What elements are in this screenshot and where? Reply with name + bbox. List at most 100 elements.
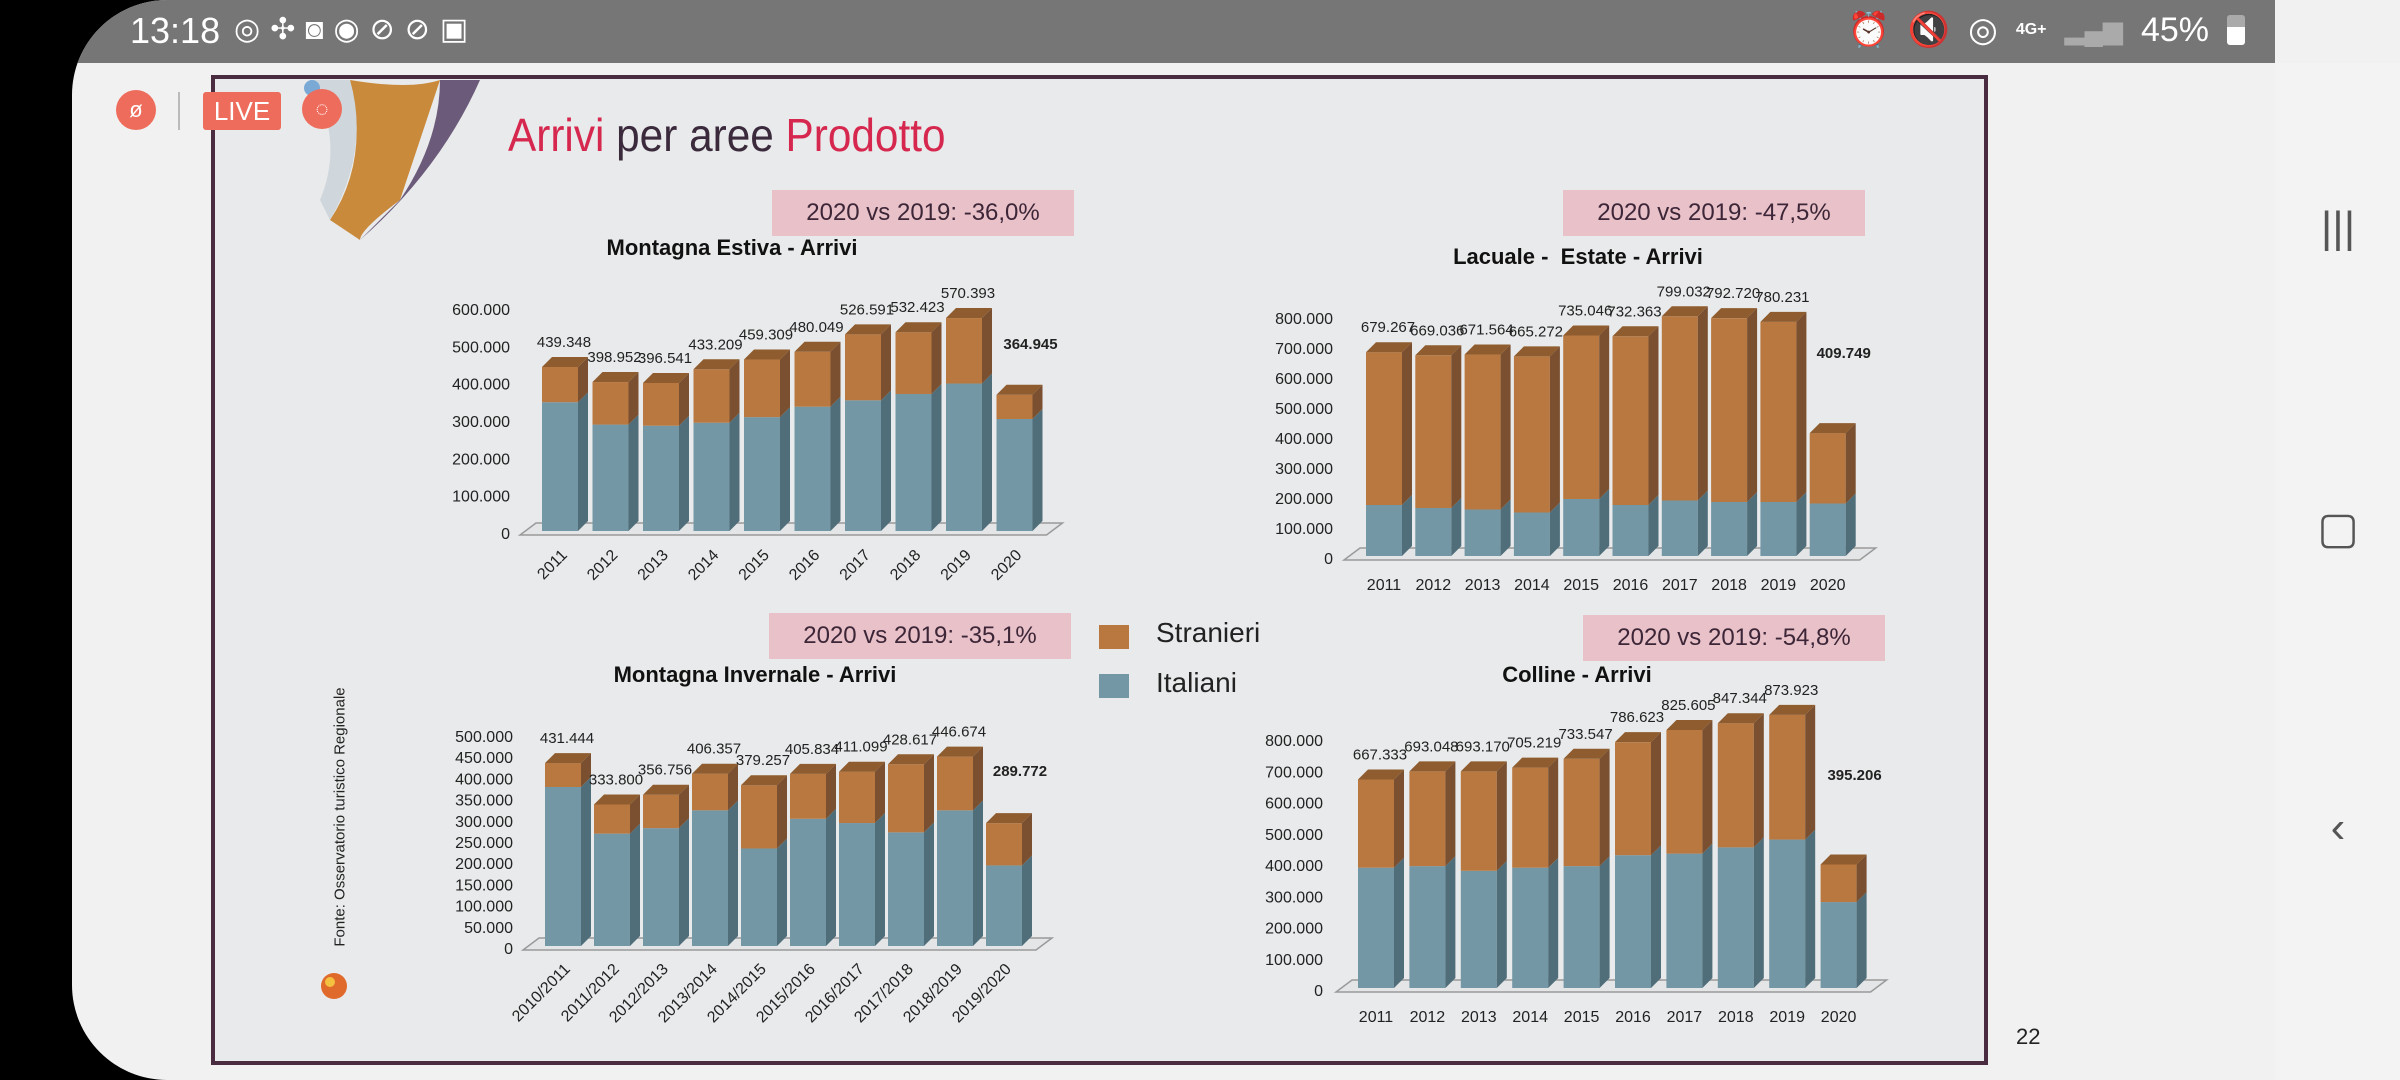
bar-stranieri [643,794,679,829]
bar-top [1760,311,1807,322]
x-tick-label: 2017 [1662,577,1698,594]
bar-top [1358,769,1404,780]
bar-side-stranieri [924,754,934,833]
hotspot-icon: ◎ [1968,11,1998,49]
refresh-button[interactable]: ◌ [302,89,342,129]
legend-swatch-stranieri [1099,625,1129,649]
bar-top [643,784,689,795]
bar-italiani [946,383,982,531]
whatsapp-icon: ◎ [234,13,271,46]
value-label: 395.206 [1827,767,1881,784]
change-badge-lacuale: 2020 vs 2019: -47,5% [1563,190,1865,236]
bar-side-italiani [1796,492,1807,556]
value-label: 693.170 [1456,738,1510,755]
bar-side-stranieri [982,308,992,384]
back-icon[interactable]: ‹ [2330,803,2346,852]
bar-stranieri [1563,335,1600,499]
bar-side-stranieri [780,349,790,418]
bar-top [895,322,942,333]
x-tick-label: 2011 [1367,577,1402,594]
bar-side-stranieri [728,763,738,811]
bar-stranieri [592,382,629,425]
y-tick-label: 500.000 [455,729,513,746]
bar-italiani [1464,509,1501,556]
bar-italiani [592,424,629,531]
bar-side-italiani [729,412,740,531]
bar-side-stranieri [1599,325,1610,499]
bar-italiani [1711,502,1748,556]
bar-side-stranieri [1747,308,1758,502]
x-tick-label: 2014 [685,547,722,584]
change-badge-montagna-estiva: 2020 vs 2019: -36,0% [772,190,1074,236]
recent-apps-icon[interactable]: ||| [2320,203,2356,252]
status-bar: 13:18 ◎✣◙◉⊘⊘▣ ⏰ 🔇 ◎ 4G+ ▂▄▆ 45% [72,0,2275,63]
slack-icon: ✣ [270,13,306,46]
bar-side-stranieri [1549,346,1560,513]
region-logo-icon [321,973,347,999]
x-tick-label: 2014 [1514,577,1550,594]
x-tick-label: 2020 [1810,577,1846,594]
chrome-icon: ◉ [333,13,370,46]
notification-icons: ◎✣◙◉⊘⊘▣ [234,12,478,47]
bar-top [1415,345,1462,356]
bar-side-stranieri [826,763,836,819]
bar-italiani [643,828,679,946]
y-tick-label: 400.000 [452,377,510,394]
y-tick-label: 200.000 [452,451,510,468]
y-tick-label: 300.000 [455,814,513,831]
value-label: 356.756 [638,762,692,779]
value-label: 825.605 [1661,697,1715,714]
bar-top [594,794,640,805]
bar-side-stranieri [777,775,787,849]
bar-stranieri [692,773,728,811]
bar-top [1661,306,1708,317]
bar-side-italiani [628,414,639,531]
bar-stranieri [1711,318,1748,502]
bar-side-italiani [1845,493,1856,556]
bar-stranieri [1717,723,1754,848]
value-label: 792.720 [1706,285,1760,302]
mute-mic-button[interactable]: ø [116,90,156,130]
value-label: 873.923 [1764,682,1818,699]
bar-side-italiani [679,415,689,531]
bar-italiani [643,425,679,531]
y-tick-label: 600.000 [1275,371,1333,388]
bar-side-italiani [1022,855,1032,946]
bar-side-stranieri [973,746,983,811]
x-tick-label: 2013 [1461,1009,1497,1026]
bar-side-italiani [931,383,942,531]
x-tick-label: 2020 [988,547,1025,584]
bar-side-italiani [630,823,640,946]
bar-italiani [845,400,881,531]
bar-side-italiani [982,373,992,531]
bar-top [1711,308,1758,319]
bar-side-stranieri [679,784,689,829]
slide-title: Arrivi per aree Prodotto [508,108,946,162]
value-label: 406.357 [687,741,741,758]
x-tick-label: 2013 [1465,577,1501,594]
value-label: 671.564 [1459,322,1513,339]
bar-side-italiani [973,800,983,946]
chart-title-montagna-invernale: Montagna Invernale - Arrivi [613,662,897,687]
x-tick-label: 2018 [1711,577,1747,594]
opera-icon: ⊘ [404,13,440,46]
home-icon[interactable]: ▢ [2317,504,2359,553]
value-label: 705.219 [1507,735,1561,752]
x-tick-label: 2011 [534,547,570,583]
bar-top [1563,325,1610,336]
y-tick-label: 800.000 [1275,311,1333,328]
bar-italiani [1717,847,1754,988]
value-label: 735.046 [1558,302,1612,319]
y-tick-label: 600.000 [1265,796,1323,813]
value-label: 526.591 [840,301,894,318]
legend-swatch-italiani [1099,674,1129,698]
bar-side-italiani [1496,860,1507,988]
bar-top [1460,761,1507,772]
bar-italiani [794,406,831,531]
value-label: 459.309 [739,327,793,344]
y-tick-label: 250.000 [455,835,513,852]
bar-stranieri [744,359,780,418]
bar-side-italiani [1549,502,1560,556]
bar-top [1409,761,1456,772]
bar-italiani [542,402,578,531]
